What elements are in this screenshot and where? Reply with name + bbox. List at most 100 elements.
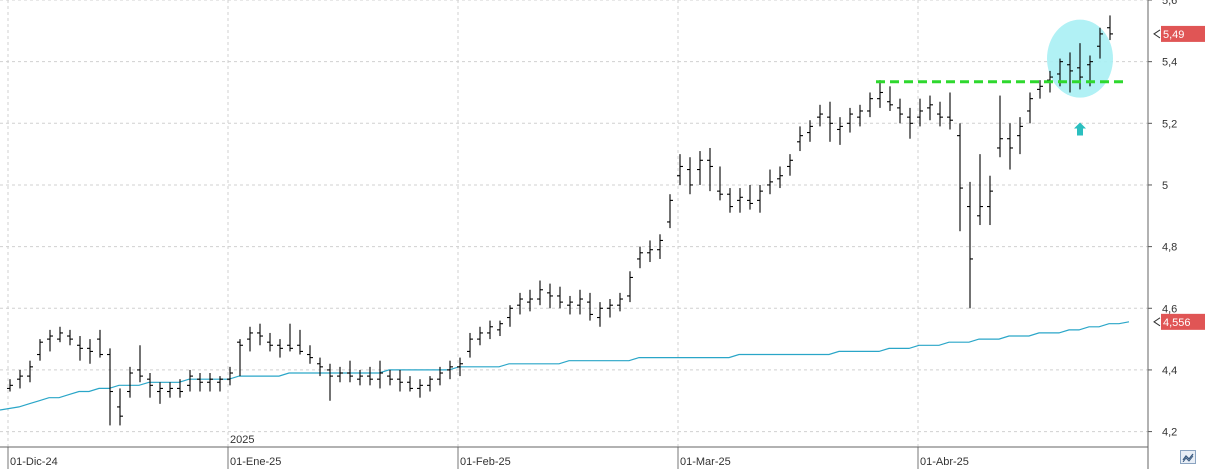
- ohlc-bar: [557, 286, 563, 309]
- ohlc-bar: [1067, 52, 1073, 93]
- ma-value-tag-text: 4,556: [1163, 317, 1191, 329]
- ohlc-bar: [7, 379, 13, 392]
- ohlc-bar: [217, 376, 223, 392]
- ohlc-bar: [387, 369, 393, 386]
- ohlc-bar: [87, 339, 93, 364]
- ohlc-bar: [847, 107, 853, 133]
- ohlc-bar: [167, 382, 173, 398]
- y-tick-label: 4,6: [1162, 303, 1177, 315]
- chart-scale-toggle-button[interactable]: [1180, 450, 1196, 464]
- ohlc-bar: [657, 234, 663, 259]
- ohlc-bar: [797, 126, 803, 152]
- ohlc-bar: [817, 104, 823, 127]
- ohlc-bar: [757, 184, 763, 213]
- ohlc-bar: [67, 329, 73, 346]
- annotation-layer: 5,49 4,556: [876, 25, 1205, 330]
- ohlc-bar: [237, 339, 243, 377]
- ohlc-bar: [707, 147, 713, 192]
- ohlc-bar: [947, 92, 953, 130]
- ohlc-bar: [227, 366, 233, 386]
- ohlc-bar: [17, 369, 23, 389]
- ohlc-bar: [957, 123, 963, 232]
- ohlc-bar: [1097, 27, 1103, 59]
- x-tick-label: 01-Dic-24: [10, 456, 58, 468]
- zigzag-icon: [1182, 453, 1194, 462]
- ohlc-bar: [257, 323, 263, 346]
- x-tick-label: 01-Abr-25: [920, 456, 969, 468]
- ohlc-bar: [47, 329, 53, 352]
- y-tick-label: 5: [1162, 180, 1168, 192]
- ohlc-bar: [377, 360, 383, 389]
- ohlc-bar: [157, 382, 163, 404]
- ohlc-bar: [987, 175, 993, 226]
- ohlc-bar: [447, 360, 453, 380]
- axis-layer: 4,2 4,4 4,6 4,8 5 5,2 5,4 5,6 01-Dic-24 01-Ene-25…: [0, 0, 1177, 469]
- last-price-tag-pointer: [1153, 29, 1161, 39]
- ohlc-bar: [507, 305, 513, 327]
- ohlc-bar: [777, 166, 783, 189]
- ohlc-bar: [1037, 80, 1043, 99]
- ohlc-bar: [247, 326, 253, 352]
- ohlc-bar: [367, 366, 373, 386]
- ohlc-bar: [1027, 92, 1033, 124]
- y-tick-label: 5,6: [1162, 0, 1177, 7]
- ohlc-bar: [897, 98, 903, 124]
- ohlc-bar: [1007, 123, 1013, 170]
- ohlc-bar: [807, 120, 813, 142]
- ohlc-bar: [267, 332, 273, 352]
- ohlc-bar: [677, 154, 683, 185]
- ohlc-bar: [467, 332, 473, 358]
- ohlc-bar: [487, 320, 493, 340]
- ohlc-bar: [337, 366, 343, 383]
- ma-value-tag-bg: [1161, 313, 1205, 330]
- ohlc-bar: [187, 369, 193, 392]
- ohlc-bar: [717, 166, 723, 201]
- x-tick-label: 01-Mar-25: [680, 456, 731, 468]
- ohlc-bar: [307, 345, 313, 364]
- ohlc-bar: [837, 117, 843, 145]
- ohlc-bar: [547, 283, 553, 309]
- y-tick-label: 4,4: [1162, 365, 1177, 377]
- ohlc-bar: [787, 154, 793, 176]
- ohlc-bar: [997, 95, 1003, 158]
- ohlc-bar: [327, 363, 333, 401]
- ohlc-bar: [27, 360, 33, 383]
- last-price-tag-bg: [1161, 25, 1205, 42]
- ohlc-bar: [77, 336, 83, 361]
- ohlc-bar: [177, 379, 183, 398]
- ohlc-bar: [937, 101, 943, 127]
- ohlc-bar: [277, 339, 283, 358]
- ohlc-bar: [737, 188, 743, 213]
- price-bars-layer: [7, 15, 1113, 426]
- ohlc-bar: [417, 379, 423, 398]
- ohlc-bar: [397, 369, 403, 392]
- ohlc-bar: [827, 101, 833, 142]
- x-tick-label: 01-Feb-25: [460, 456, 511, 468]
- ohlc-bar: [457, 357, 463, 377]
- ohlc-bar: [527, 289, 533, 312]
- grid-layer: [0, 0, 1148, 447]
- ohlc-bar: [927, 95, 933, 121]
- ohlc-bar: [147, 373, 153, 398]
- ohlc-bar: [667, 194, 673, 229]
- ohlc-bar: [627, 271, 633, 303]
- ohlc-bar: [857, 104, 863, 127]
- ohlc-bar: [767, 169, 773, 195]
- ohlc-bar: [747, 184, 753, 210]
- ohlc-bar: [207, 373, 213, 392]
- ohlc-bar: [887, 86, 893, 111]
- x-tick-label: 01-Ene-25: [230, 456, 281, 468]
- ohlc-bar: [567, 295, 573, 315]
- ohlc-bar: [497, 320, 503, 337]
- ohlc-bar: [637, 246, 643, 269]
- ohlc-bar: [697, 151, 703, 185]
- ohlc-bar: [107, 348, 113, 426]
- ohlc-bar: [357, 369, 363, 386]
- y-tick-label: 4,8: [1162, 242, 1177, 254]
- ohlc-bar: [57, 326, 63, 343]
- ohlc-bar: [967, 181, 973, 309]
- last-price-tag-text: 5,49: [1163, 29, 1184, 41]
- ohlc-bar: [537, 280, 543, 306]
- ohlc-bar: [647, 240, 653, 263]
